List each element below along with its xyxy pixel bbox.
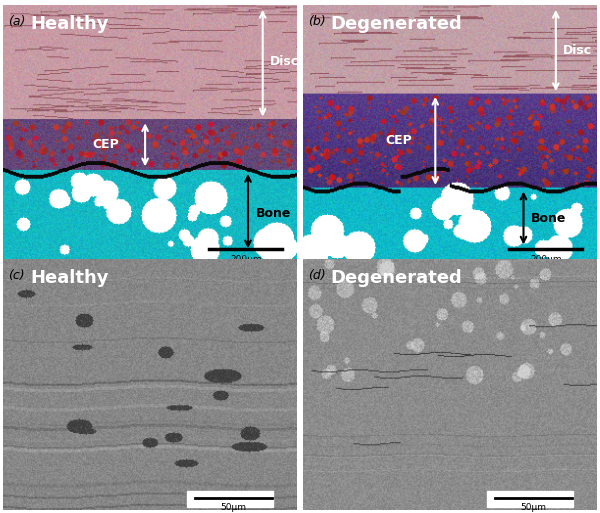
Text: Disc: Disc — [269, 55, 299, 68]
Text: 200μm: 200μm — [530, 255, 562, 264]
Text: (a): (a) — [8, 15, 25, 28]
Text: 200μm: 200μm — [230, 255, 262, 264]
Bar — [187, 491, 274, 507]
Text: Degenerated: Degenerated — [331, 269, 462, 287]
Text: (d): (d) — [308, 269, 326, 282]
Text: Disc: Disc — [563, 44, 592, 56]
Text: 50μm: 50μm — [520, 503, 546, 512]
Text: CEP: CEP — [92, 139, 119, 151]
Text: Bone: Bone — [532, 211, 567, 225]
Text: CEP: CEP — [386, 134, 412, 147]
Text: (b): (b) — [308, 15, 326, 28]
Bar — [487, 491, 574, 507]
Text: 50μm: 50μm — [220, 503, 247, 512]
Text: Healthy: Healthy — [31, 15, 109, 33]
Text: Bone: Bone — [256, 207, 291, 220]
Text: (c): (c) — [8, 269, 25, 282]
Text: Degenerated: Degenerated — [331, 15, 462, 33]
Text: Healthy: Healthy — [31, 269, 109, 287]
